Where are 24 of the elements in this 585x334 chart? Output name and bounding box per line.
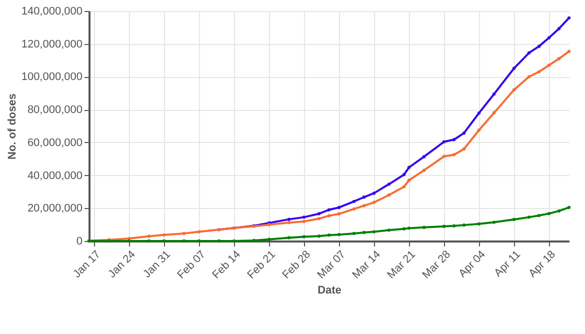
- x-tick-label: Apr 18: [526, 248, 558, 280]
- x-axis-title: Date: [318, 284, 342, 296]
- x-tick-label: Jan 17: [71, 248, 103, 280]
- y-tick-label: 60,000,000: [27, 136, 82, 149]
- y-tick-label: 80,000,000: [27, 104, 82, 116]
- y-tick-label: 40,000,000: [27, 170, 82, 182]
- x-tick-label: Mar 07: [315, 248, 348, 282]
- y-tick-label: 140,000,000: [21, 6, 82, 18]
- x-tick-label: Feb 14: [210, 248, 243, 282]
- x-tick-label: Feb 07: [175, 248, 208, 282]
- y-tick-label: 0: [76, 236, 82, 248]
- x-tick-label: Mar 14: [350, 248, 383, 282]
- x-tick-label: Jan 31: [141, 248, 173, 280]
- x-tick-label: Apr 04: [456, 248, 488, 280]
- x-tick-label: Mar 21: [385, 248, 418, 282]
- x-tick-label: Apr 11: [492, 248, 523, 280]
- y-tick-label: 120,000,000: [21, 38, 82, 50]
- x-tick-label: Mar 28: [420, 248, 453, 282]
- y-tick-label: 100,000,000: [21, 71, 82, 84]
- x-tick-label: Feb 21: [245, 248, 278, 282]
- y-axis-title: No. of doses: [6, 93, 18, 160]
- y-tick-label: 20,000,000: [27, 202, 82, 215]
- x-tick-label: Jan 24: [106, 248, 138, 280]
- x-tick-label: Feb 28: [280, 248, 313, 282]
